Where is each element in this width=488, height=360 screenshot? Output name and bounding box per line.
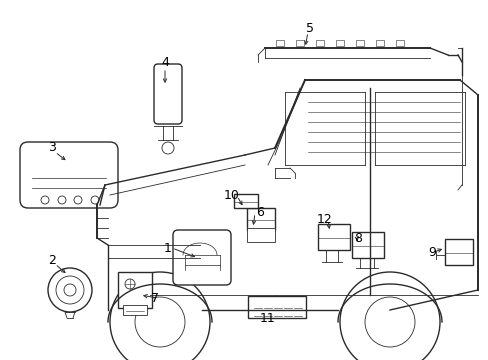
Text: 7: 7 bbox=[151, 292, 159, 305]
Text: 6: 6 bbox=[256, 207, 264, 220]
Bar bbox=[247, 296, 305, 318]
Bar bbox=[317, 224, 349, 250]
Bar bbox=[246, 228, 274, 242]
Text: 12: 12 bbox=[317, 213, 332, 226]
Text: 10: 10 bbox=[224, 189, 240, 202]
Bar bbox=[355, 40, 363, 46]
Bar bbox=[351, 232, 383, 258]
Text: 8: 8 bbox=[353, 231, 361, 244]
Text: 1: 1 bbox=[164, 242, 172, 255]
Bar bbox=[335, 40, 343, 46]
Text: 2: 2 bbox=[48, 253, 56, 266]
Bar bbox=[375, 40, 383, 46]
Bar bbox=[246, 208, 274, 230]
Text: 4: 4 bbox=[161, 55, 168, 68]
Text: 11: 11 bbox=[260, 311, 275, 324]
Text: 5: 5 bbox=[305, 22, 313, 35]
FancyBboxPatch shape bbox=[154, 64, 182, 124]
Bar bbox=[295, 40, 304, 46]
FancyBboxPatch shape bbox=[173, 230, 230, 285]
Bar bbox=[123, 305, 147, 315]
Bar bbox=[275, 40, 284, 46]
FancyBboxPatch shape bbox=[20, 142, 118, 208]
Text: 9: 9 bbox=[427, 246, 435, 258]
Bar bbox=[118, 272, 152, 308]
Bar bbox=[395, 40, 403, 46]
Text: 3: 3 bbox=[48, 141, 56, 154]
Bar bbox=[315, 40, 324, 46]
Bar bbox=[444, 239, 472, 265]
Bar bbox=[234, 194, 258, 208]
